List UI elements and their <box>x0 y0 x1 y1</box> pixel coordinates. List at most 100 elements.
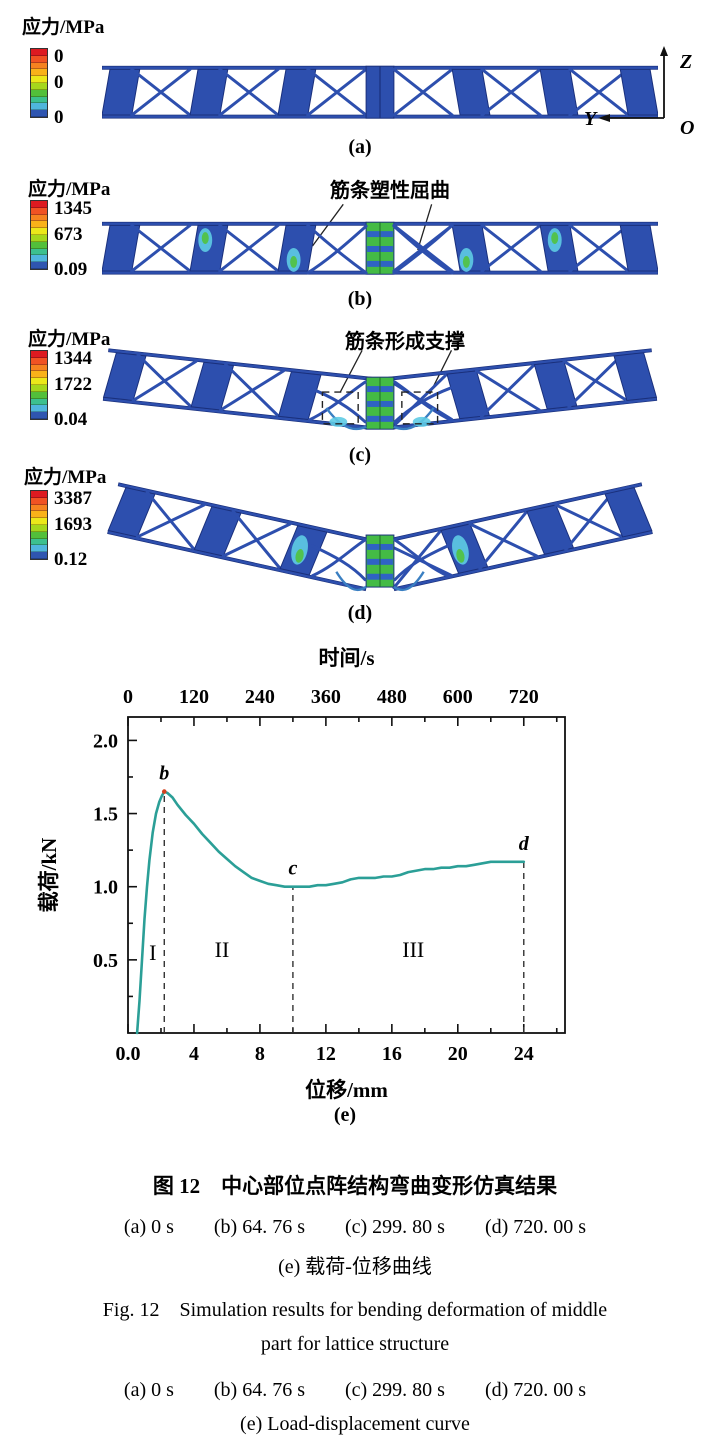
colorbar-max-b: 1345 <box>54 198 92 219</box>
colorbar-band <box>31 497 47 505</box>
x-tick-label: 20 <box>448 1043 468 1065</box>
colorbar-band <box>31 221 47 229</box>
point-label-b: b <box>159 763 169 785</box>
colorbar-band <box>31 412 47 419</box>
stage-label-III: III <box>402 937 424 962</box>
top-tick-label: 480 <box>377 686 407 708</box>
stage-label-I: I <box>149 940 156 965</box>
colorbar-max-c: 1344 <box>54 348 92 369</box>
caption-en-title-line1: Fig. 12 Simulation results for bending d… <box>102 1299 608 1321</box>
colorbar-band <box>31 262 47 269</box>
y-axis-label: Y <box>584 108 598 130</box>
top-tick-label: 360 <box>311 686 341 708</box>
colorbar-band <box>31 110 47 117</box>
colorbar-band <box>31 201 47 208</box>
colorbar-mid-a: 0 <box>54 72 64 93</box>
colorbar-band <box>31 207 47 215</box>
colorbar-band <box>31 89 47 97</box>
x-axis-title: 位移/mm <box>305 1078 388 1102</box>
colorbar-band <box>31 384 47 392</box>
point-label-d: d <box>519 833 530 855</box>
top-axis-title: 时间/s <box>318 646 374 670</box>
y-tick-label: 1.0 <box>93 877 118 899</box>
load-displacement-curve <box>135 790 526 1035</box>
x-tick-label: 12 <box>316 1043 336 1065</box>
colorbar-band <box>31 234 47 242</box>
x-tick-label: 24 <box>514 1043 534 1065</box>
peak-point-dot <box>161 789 167 794</box>
plot-frame <box>127 716 566 1034</box>
support-loop-right <box>393 407 435 431</box>
colorbar-min-c: 0.04 <box>54 409 88 430</box>
colorbar-band <box>31 518 47 525</box>
panel-label-b: (b) <box>347 288 373 310</box>
colorbar-band <box>31 371 47 379</box>
colorbar-band <box>31 538 47 546</box>
colorbar-band <box>31 531 47 539</box>
colorbar-band <box>31 391 47 399</box>
colorbar-mid-d: 1693 <box>54 514 92 535</box>
caption-en-curve: (e) Load-displacement curve <box>240 1413 470 1435</box>
lattice-beam-moderate-bend <box>102 346 658 431</box>
caption-en-title-line2: part for lattice structure <box>260 1333 450 1355</box>
stress-unit-label-c: 应力/MPa <box>28 329 111 350</box>
colorbar-min-d: 0.12 <box>54 549 88 570</box>
colorbar-band <box>31 228 47 235</box>
y-tick-label: 2.0 <box>93 730 118 752</box>
colorbar-band <box>31 357 47 365</box>
colorbar-band <box>31 504 47 512</box>
x-tick-label: 8 <box>255 1043 265 1065</box>
colorbar-band <box>31 76 47 83</box>
top-tick-label: 240 <box>245 686 275 708</box>
panel-label-c: (c) <box>348 444 372 466</box>
stress-unit-label-a: 应力/MPa <box>22 17 105 38</box>
z-arrowhead <box>660 46 668 56</box>
lattice-beam-deep-bend <box>102 478 658 602</box>
support-highlight-box-left <box>321 391 359 425</box>
colorbar-band <box>31 55 47 63</box>
colorbar-max-d: 3387 <box>54 488 92 509</box>
lattice-beam-undeformed <box>102 65 658 119</box>
colorbar-band <box>31 49 47 56</box>
colorbar-band <box>31 241 47 249</box>
stress-colorbar-c <box>30 350 48 420</box>
colorbar-band <box>31 103 47 111</box>
colorbar-band <box>31 255 47 263</box>
top-tick-label: 600 <box>443 686 473 708</box>
colorbar-min-b: 0.09 <box>54 259 88 280</box>
stress-unit-label-d: 应力/MPa <box>24 467 107 488</box>
stage-label-II: II <box>215 937 230 962</box>
load-displacement-chart: 0.0 4 8 12 16 20 240 120 240 360 480 600 7200.51.01.… <box>37 646 566 1102</box>
stress-colorbar-a <box>30 48 48 118</box>
x-tick-label: 0.0 <box>116 1043 141 1065</box>
colorbar-band <box>31 491 47 498</box>
panel-label-d: (d) <box>347 602 373 624</box>
colorbar-band <box>31 62 47 70</box>
x-tick-label: 4 <box>189 1043 199 1065</box>
caption-en-times: (a) 0 s (b) 64. 76 s (c) 299. 80 s (d) 7… <box>123 1379 587 1401</box>
panel-label-a: (a) <box>348 136 372 158</box>
z-axis-label: Z <box>679 51 692 73</box>
colorbar-band <box>31 511 47 519</box>
colorbar-band <box>31 96 47 104</box>
colorbar-mid-c: 1722 <box>54 374 92 395</box>
stress-colorbar-b <box>30 200 48 270</box>
top-tick-label: 720 <box>509 686 539 708</box>
caption-zh-curve: (e) 载荷-位移曲线 <box>278 1256 432 1278</box>
colorbar-band <box>31 214 47 222</box>
stress-colorbar-d <box>30 490 48 560</box>
y-tick-label: 1.5 <box>93 804 118 826</box>
colorbar-band <box>31 82 47 90</box>
lattice-beam-plastic-buckling <box>102 203 658 275</box>
top-tick-label: 120 <box>179 686 209 708</box>
y-tick-label: 0.5 <box>93 950 118 972</box>
annotation-ribs-form-support: 筋条形成支撑 <box>345 331 465 353</box>
caption-zh-title: 图 12 中心部位点阵结构弯曲变形仿真结果 <box>152 1174 558 1198</box>
annotation-plastic-buckling: 筋条塑性屈曲 <box>330 180 450 202</box>
x-tick-label: 16 <box>382 1043 402 1065</box>
coordinate-axes: Z Y O <box>584 46 694 139</box>
y-arrowhead <box>598 114 610 122</box>
colorbar-max-a: 0 <box>54 46 64 67</box>
colorbar-band <box>31 405 47 413</box>
